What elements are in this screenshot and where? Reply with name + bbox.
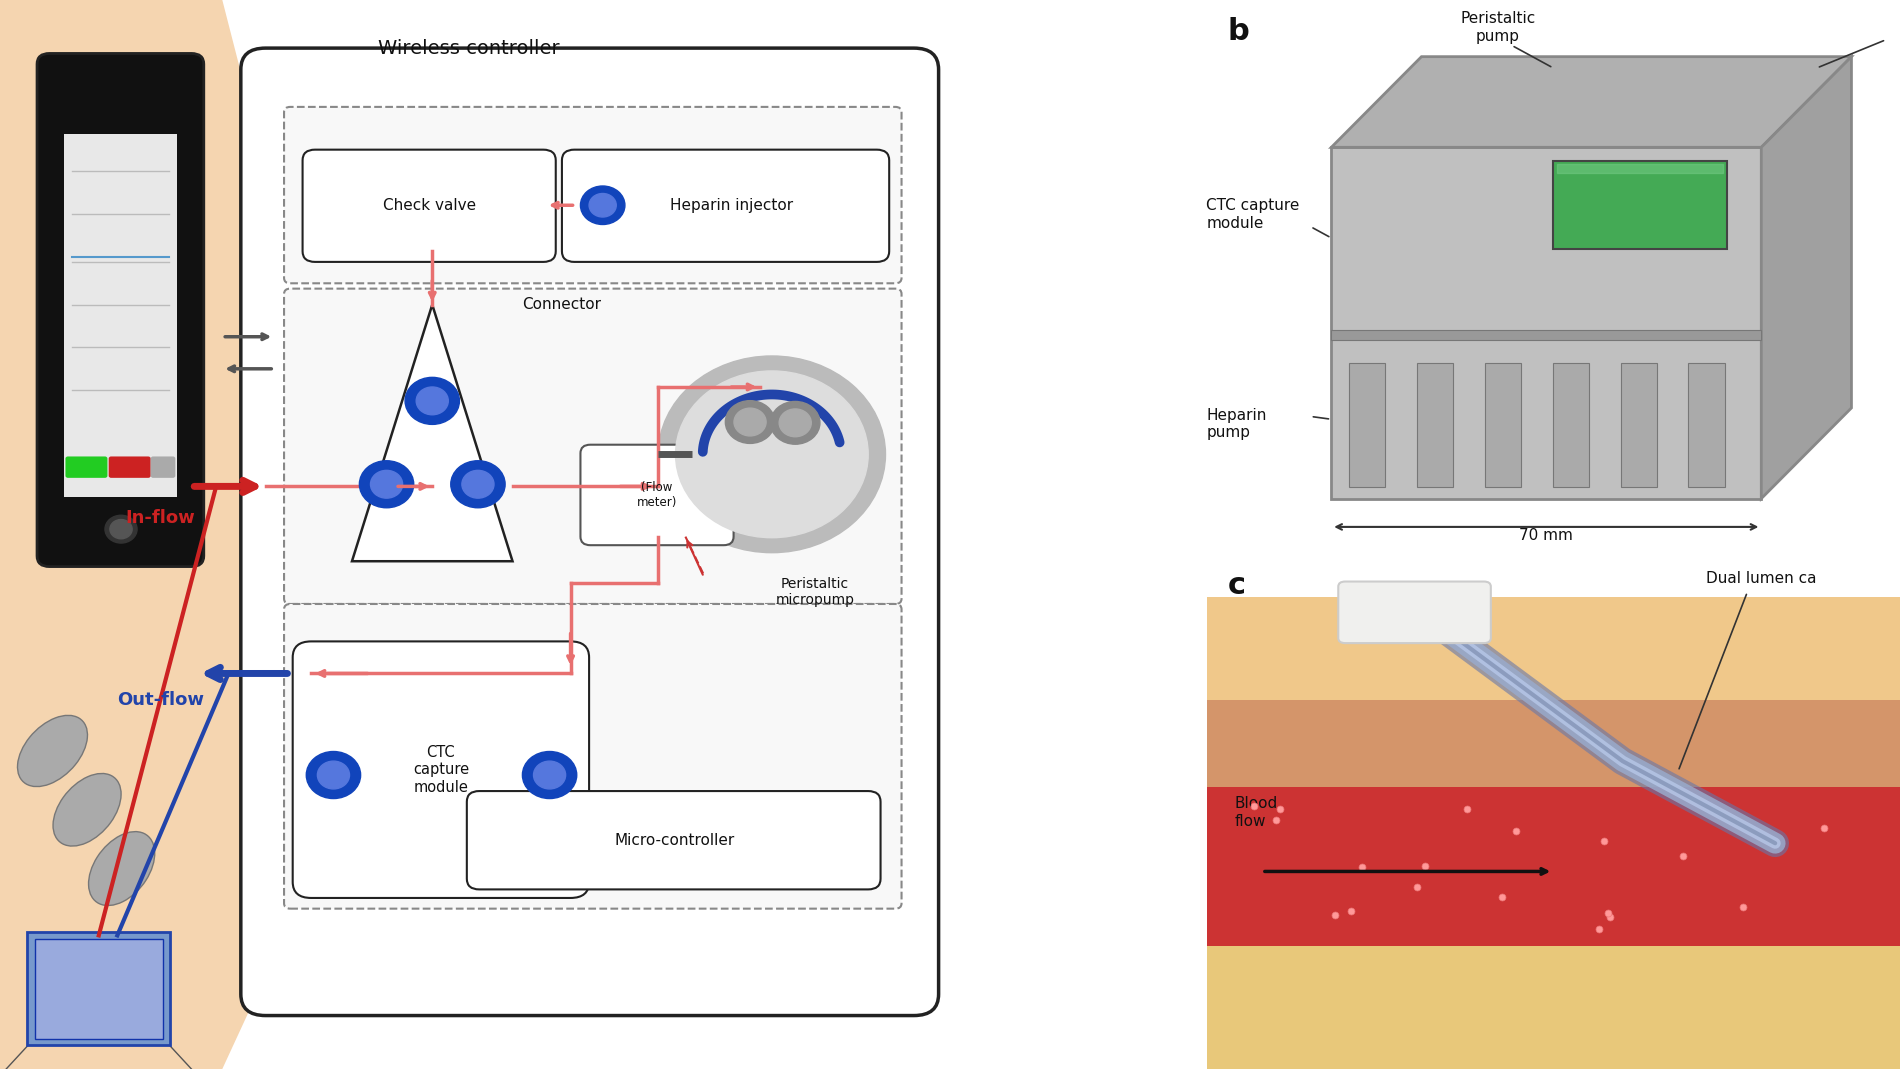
FancyBboxPatch shape xyxy=(302,150,555,262)
Circle shape xyxy=(450,461,505,508)
Text: (Flow
meter): (Flow meter) xyxy=(636,481,676,509)
Text: Heparin injector: Heparin injector xyxy=(669,198,792,213)
Text: Dual lumen ca: Dual lumen ca xyxy=(1706,571,1816,586)
FancyBboxPatch shape xyxy=(1206,946,1900,1069)
Text: Wireless controller: Wireless controller xyxy=(378,38,560,58)
Circle shape xyxy=(534,761,566,789)
Circle shape xyxy=(306,752,361,799)
Circle shape xyxy=(405,377,460,424)
FancyBboxPatch shape xyxy=(1338,582,1492,644)
Circle shape xyxy=(733,408,766,436)
FancyBboxPatch shape xyxy=(65,456,108,478)
FancyBboxPatch shape xyxy=(283,289,901,604)
Circle shape xyxy=(416,387,448,415)
FancyBboxPatch shape xyxy=(1332,329,1761,340)
Circle shape xyxy=(317,761,350,789)
Polygon shape xyxy=(0,0,370,1069)
Polygon shape xyxy=(1332,57,1851,148)
Circle shape xyxy=(462,470,494,498)
FancyBboxPatch shape xyxy=(108,456,150,478)
Text: Blood
flow: Blood flow xyxy=(1235,796,1277,828)
FancyBboxPatch shape xyxy=(1206,787,1900,946)
FancyBboxPatch shape xyxy=(1621,362,1657,487)
FancyBboxPatch shape xyxy=(27,932,171,1045)
FancyBboxPatch shape xyxy=(150,456,175,478)
FancyBboxPatch shape xyxy=(65,134,177,497)
Circle shape xyxy=(580,186,625,224)
Circle shape xyxy=(779,409,811,437)
Circle shape xyxy=(104,515,137,543)
Circle shape xyxy=(676,371,868,538)
FancyBboxPatch shape xyxy=(283,107,901,283)
Text: c: c xyxy=(1227,571,1244,601)
FancyBboxPatch shape xyxy=(1206,597,1900,699)
FancyBboxPatch shape xyxy=(283,604,901,909)
Text: 70 mm: 70 mm xyxy=(1520,528,1573,543)
Circle shape xyxy=(771,402,821,445)
FancyBboxPatch shape xyxy=(1206,699,1900,787)
Circle shape xyxy=(726,401,775,444)
Text: b: b xyxy=(1227,17,1248,46)
Ellipse shape xyxy=(89,832,154,905)
FancyBboxPatch shape xyxy=(36,53,203,567)
Polygon shape xyxy=(1761,57,1851,498)
Text: Out-flow: Out-flow xyxy=(118,692,203,709)
Text: Heparin
pump: Heparin pump xyxy=(1206,408,1267,440)
Ellipse shape xyxy=(53,774,122,846)
Circle shape xyxy=(589,193,616,217)
FancyBboxPatch shape xyxy=(1554,161,1727,249)
FancyBboxPatch shape xyxy=(1552,362,1588,487)
FancyBboxPatch shape xyxy=(34,939,163,1039)
FancyBboxPatch shape xyxy=(1332,148,1761,498)
Ellipse shape xyxy=(17,715,87,787)
FancyBboxPatch shape xyxy=(580,445,733,545)
FancyBboxPatch shape xyxy=(1349,362,1385,487)
Text: Micro-controller: Micro-controller xyxy=(614,833,735,848)
FancyBboxPatch shape xyxy=(293,641,589,898)
Text: Peristaltic
micropump: Peristaltic micropump xyxy=(775,577,855,607)
FancyBboxPatch shape xyxy=(562,150,889,262)
Text: In-flow: In-flow xyxy=(125,510,196,527)
Circle shape xyxy=(359,461,414,508)
FancyBboxPatch shape xyxy=(1484,362,1520,487)
Text: CTC capture
module: CTC capture module xyxy=(1206,199,1300,231)
Circle shape xyxy=(657,356,885,553)
Circle shape xyxy=(522,752,578,799)
Text: CTC
capture
module: CTC capture module xyxy=(412,745,469,794)
Circle shape xyxy=(110,520,133,539)
Circle shape xyxy=(370,470,403,498)
Text: Check valve: Check valve xyxy=(384,198,477,213)
Text: Connector: Connector xyxy=(522,297,602,312)
FancyBboxPatch shape xyxy=(1689,362,1725,487)
FancyBboxPatch shape xyxy=(1417,362,1454,487)
FancyBboxPatch shape xyxy=(467,791,880,889)
FancyBboxPatch shape xyxy=(241,48,939,1016)
Polygon shape xyxy=(352,305,513,561)
Text: Peristaltic
pump: Peristaltic pump xyxy=(1459,12,1535,44)
